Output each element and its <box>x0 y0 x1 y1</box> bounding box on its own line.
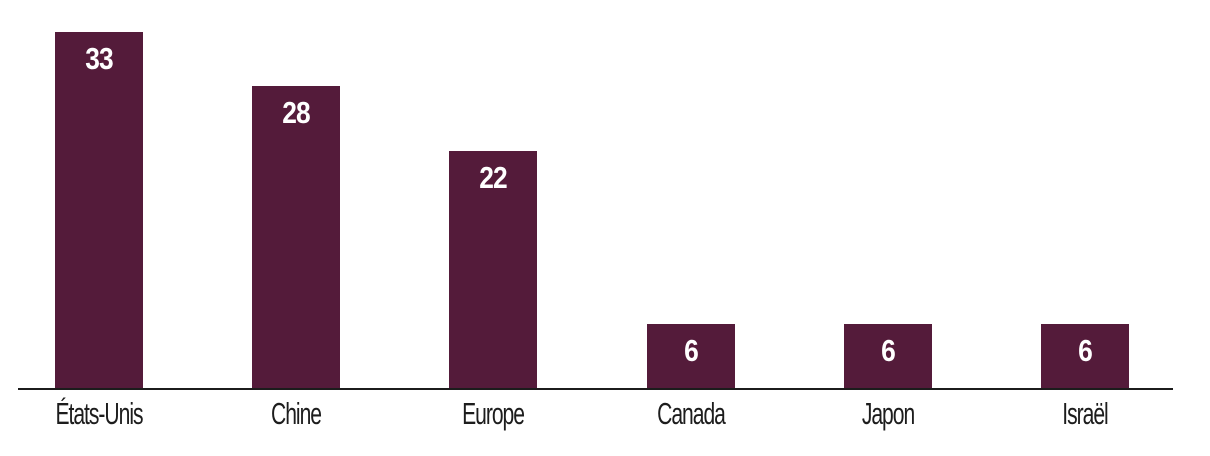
bar-value-label: 6 <box>683 333 699 368</box>
x-axis-tick-label: États-Unis <box>55 396 143 431</box>
x-axis-tick-label: Europe <box>462 396 525 431</box>
x-axis-tick-label: Chine <box>271 396 322 431</box>
x-axis-tick-label: Israël <box>1062 396 1108 431</box>
bar: 22 <box>449 151 538 389</box>
bar-value-label: 22 <box>479 160 508 195</box>
bar: 28 <box>252 86 341 389</box>
bar-value-label: 6 <box>880 333 896 368</box>
x-axis-tick-label: Canada <box>656 396 726 431</box>
bar-value-label: 6 <box>1078 333 1093 368</box>
x-axis-line <box>18 388 1173 390</box>
bar-value-label: 28 <box>282 95 310 130</box>
x-axis-tick-label: Japon <box>861 396 915 431</box>
bar: 6 <box>1041 324 1129 389</box>
bar: 6 <box>843 324 932 389</box>
bar: 6 <box>646 324 735 389</box>
bar-value-label: 33 <box>85 41 113 76</box>
bar: 33 <box>55 32 143 389</box>
